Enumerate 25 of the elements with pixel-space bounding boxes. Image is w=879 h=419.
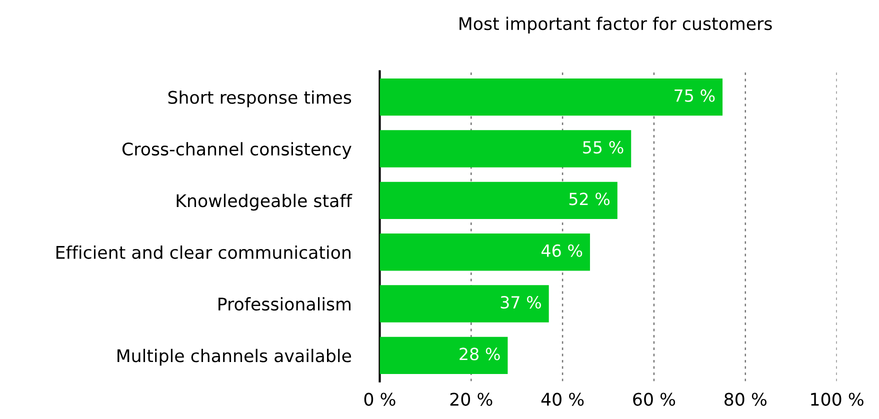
data-label: 46 % [542, 244, 582, 257]
y-tick-label: Multiple channels available [118, 348, 352, 366]
y-tick-label: Knowledgeable staff [176, 194, 352, 211]
bar [380, 130, 632, 168]
data-label: 37 % [500, 296, 541, 309]
data-label: 75 % [674, 89, 715, 102]
data-label: 28 % [460, 348, 500, 360]
y-tick-label: Short response times [168, 90, 352, 108]
data-label: 52 % [569, 192, 610, 206]
bar [380, 336, 508, 374]
x-tick-label: 0 % [364, 392, 396, 406]
bar [380, 233, 590, 271]
y-tick-label: Cross-channel consistency [122, 142, 352, 159]
data-label: 55 % [583, 140, 624, 154]
chart-title: Most important factor for customers [460, 16, 772, 34]
bar [380, 285, 549, 322]
x-tick-label: 20 % [450, 392, 492, 406]
x-tick-label: 100 % [811, 392, 864, 406]
y-tick-label: Efficient and clear communication [56, 246, 350, 259]
bar [380, 182, 618, 220]
bar [380, 78, 723, 116]
x-tick-label: 80 % [724, 392, 766, 406]
x-tick-label: 40 % [541, 392, 584, 406]
x-tick-label: 60 % [633, 392, 676, 406]
y-tick-label: Professionalism [218, 297, 350, 311]
